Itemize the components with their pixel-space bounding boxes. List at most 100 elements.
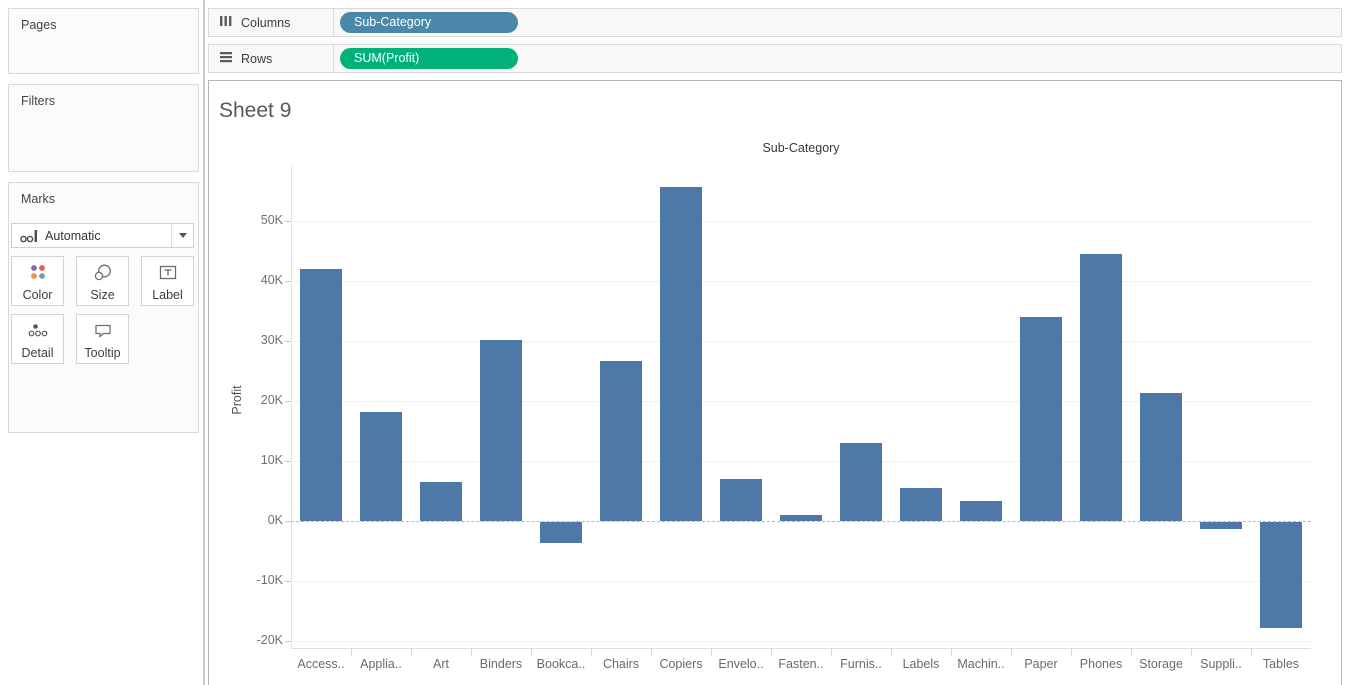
- x-category-label[interactable]: Labels: [902, 657, 940, 671]
- gridline: [291, 341, 1311, 342]
- x-category-tick: [1071, 648, 1072, 656]
- pages-shelf[interactable]: Pages: [8, 8, 199, 74]
- bar-tables[interactable]: [1260, 522, 1302, 629]
- y-tick-mark: [285, 341, 291, 342]
- x-category-label[interactable]: Copiers: [659, 657, 703, 671]
- bar-applia[interactable]: [360, 412, 402, 521]
- pages-shelf-label: Pages: [21, 18, 57, 32]
- tooltip-button[interactable]: Tooltip: [76, 314, 129, 364]
- label-button[interactable]: Label: [141, 256, 194, 306]
- x-category-tick: [591, 648, 592, 656]
- y-axis-line: [291, 166, 292, 649]
- x-category-label[interactable]: Furnis..: [840, 657, 882, 671]
- bar-storage[interactable]: [1140, 393, 1182, 521]
- y-tick-label: 30K: [260, 333, 283, 347]
- bar-machin[interactable]: [960, 500, 1002, 521]
- label-t-icon: [158, 263, 178, 287]
- shelf-divider: [333, 9, 334, 36]
- x-category-tick: [711, 648, 712, 656]
- bar-copiers[interactable]: [660, 187, 702, 521]
- pill-sum-profit[interactable]: SUM(Profit): [340, 48, 518, 69]
- chevron-down-icon: [178, 233, 187, 238]
- size-circles-icon: [92, 263, 113, 287]
- mark-type-dropdown[interactable]: Automatic: [11, 223, 194, 248]
- worksheet-view: Sheet 9 Sub-Category Profit 50K 40K 30K 20K…: [208, 80, 1342, 685]
- filters-shelf[interactable]: Filters: [8, 84, 199, 172]
- detail-button[interactable]: Detail: [11, 314, 64, 364]
- tooltip-bubble-icon: [92, 321, 113, 345]
- size-button[interactable]: Size: [76, 256, 129, 306]
- chart-column-axis-title: Sub-Category: [762, 141, 840, 155]
- bar-binders[interactable]: [480, 339, 522, 521]
- detail-button-label: Detail: [21, 346, 54, 360]
- x-category-tick: [771, 648, 772, 656]
- x-category-label[interactable]: Chairs: [602, 657, 640, 671]
- bar-chart-icon: [20, 229, 38, 243]
- x-category-tick: [351, 648, 352, 656]
- gridline: [291, 581, 1311, 582]
- bar-envelo[interactable]: [720, 479, 762, 521]
- gridline: [291, 461, 1311, 462]
- bar-labels[interactable]: [900, 487, 942, 521]
- x-category-tick: [831, 648, 832, 656]
- bar-chart: Sub-Category Profit 50K 40K 30K 20K 10K 0K -10…: [209, 81, 1341, 685]
- y-tick-label: -10K: [256, 573, 283, 587]
- x-category-label[interactable]: Binders: [479, 657, 523, 671]
- y-tick-mark: [285, 521, 291, 522]
- x-category-label[interactable]: Access..: [297, 657, 345, 671]
- rows-icon: [219, 50, 233, 68]
- x-category-label[interactable]: Phones: [1079, 657, 1123, 671]
- shelf-divider: [333, 45, 334, 72]
- y-tick-label: 50K: [260, 213, 283, 227]
- x-category-tick: [651, 648, 652, 656]
- x-category-label[interactable]: Machin..: [957, 657, 1005, 671]
- rows-shelf-label: Rows: [241, 51, 273, 66]
- x-category-label[interactable]: Paper: [1024, 657, 1058, 671]
- bar-suppli[interactable]: [1200, 522, 1242, 530]
- columns-icon: [219, 14, 233, 32]
- y-tick-mark: [285, 281, 291, 282]
- size-button-label: Size: [90, 288, 115, 302]
- x-category-label[interactable]: Suppli..: [1200, 657, 1242, 671]
- label-button-label: Label: [152, 288, 183, 302]
- x-category-tick: [471, 648, 472, 656]
- filters-shelf-label: Filters: [21, 94, 56, 108]
- x-category-label[interactable]: Storage: [1139, 657, 1183, 671]
- bar-bookca[interactable]: [540, 522, 582, 543]
- gridline: [291, 221, 1311, 222]
- x-category-label[interactable]: Art: [433, 657, 449, 671]
- x-category-tick: [1011, 648, 1012, 656]
- x-category-tick: [891, 648, 892, 656]
- rows-shelf[interactable]: Rows SUM(Profit): [208, 44, 1342, 73]
- color-dots-icon: [28, 263, 47, 287]
- y-tick-mark: [285, 401, 291, 402]
- pill-sub-category[interactable]: Sub-Category: [340, 12, 518, 33]
- bar-furnis[interactable]: [840, 442, 882, 521]
- bar-chairs[interactable]: [600, 361, 642, 521]
- x-category-label[interactable]: Applia..: [360, 657, 402, 671]
- x-category-tick: [951, 648, 952, 656]
- y-tick-mark: [285, 461, 291, 462]
- x-category-label[interactable]: Bookca..: [536, 657, 586, 671]
- color-button[interactable]: Color: [11, 256, 64, 306]
- x-category-label[interactable]: Fasten..: [778, 657, 824, 671]
- bar-paper[interactable]: [1020, 316, 1062, 521]
- x-category-label[interactable]: Envelo..: [718, 657, 764, 671]
- x-category-label[interactable]: Tables: [1262, 657, 1300, 671]
- columns-shelf[interactable]: Columns Sub-Category: [208, 8, 1342, 37]
- columns-shelf-label: Columns: [241, 15, 291, 30]
- detail-dots-icon: [27, 321, 48, 345]
- bar-access[interactable]: [300, 269, 342, 521]
- bar-fasten[interactable]: [780, 515, 822, 521]
- tooltip-button-label: Tooltip: [84, 346, 121, 360]
- y-tick-mark: [285, 581, 291, 582]
- bar-art[interactable]: [420, 481, 462, 521]
- color-button-label: Color: [22, 288, 53, 302]
- y-tick-label: -20K: [256, 633, 283, 647]
- bar-phones[interactable]: [1080, 253, 1122, 521]
- dropdown-caret[interactable]: [171, 224, 193, 247]
- zero-gridline: [291, 521, 1311, 522]
- x-axis-line: [291, 648, 1311, 649]
- y-tick-mark: [285, 641, 291, 642]
- mark-type-value: Automatic: [45, 228, 101, 243]
